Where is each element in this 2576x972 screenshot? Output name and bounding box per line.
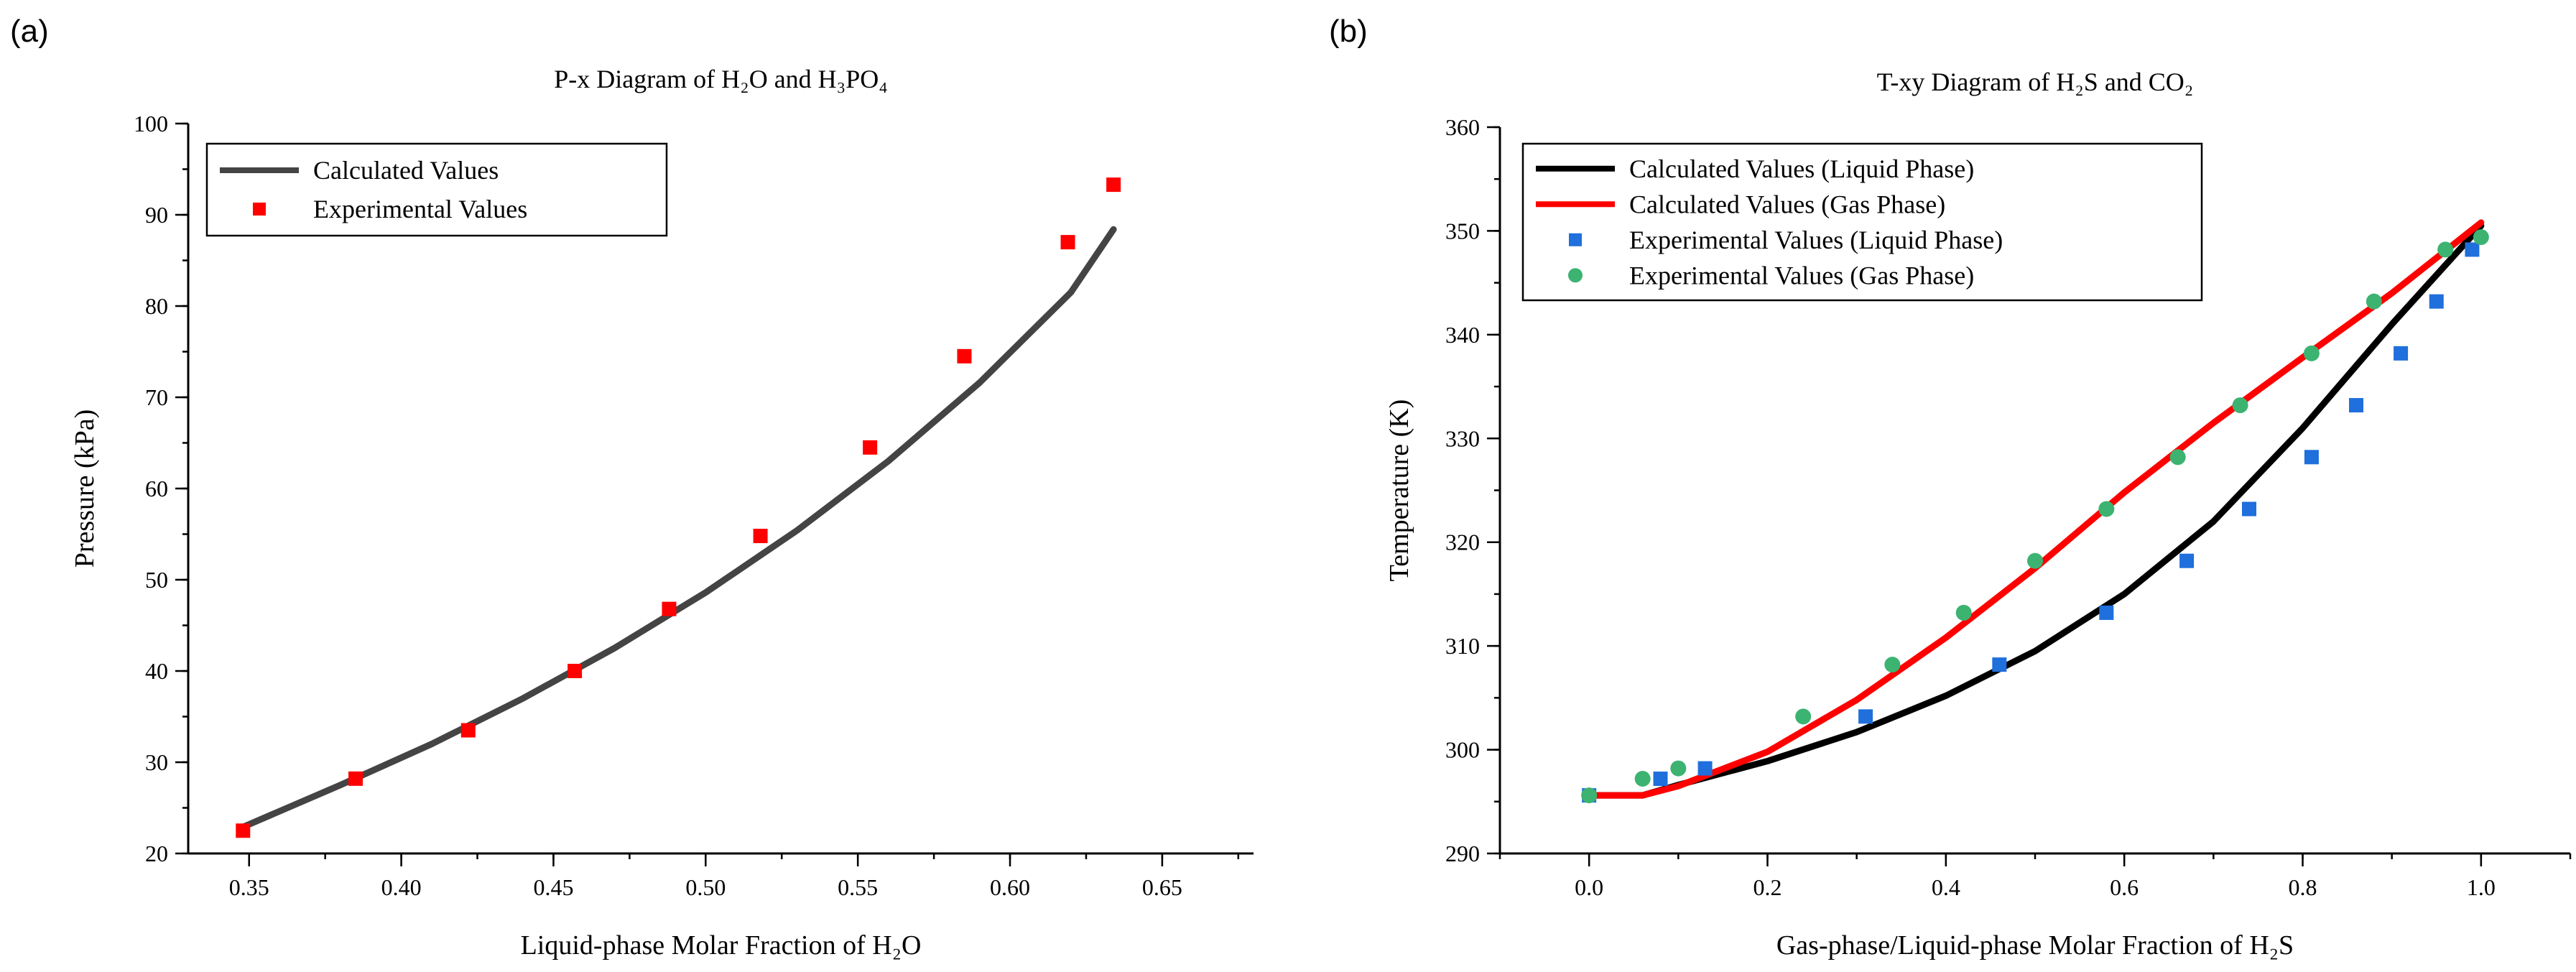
- x-tick-label: 0.8: [2289, 874, 2317, 900]
- data-point-3: [1884, 657, 1901, 673]
- x-tick-label: 1.0: [2467, 874, 2496, 900]
- data-point-1: [662, 601, 677, 616]
- y-tick-label: 80: [145, 293, 168, 319]
- y-axis-label: Pressure (kPa): [70, 409, 100, 568]
- data-point-3: [2366, 293, 2382, 310]
- chart-title: P-x Diagram of H₂O and H₃PO₄: [554, 65, 888, 93]
- chart-title: T-xy Diagram of H₂S and CO₂: [1877, 68, 2194, 96]
- legend: Calculated Values Experimental Values: [205, 142, 668, 237]
- x-tick-label: 0.35: [229, 874, 269, 900]
- legend-box: [1521, 142, 2203, 302]
- legend-label: Calculated Values: [313, 156, 499, 185]
- data-point-3: [1795, 708, 1812, 725]
- data-point-1: [567, 664, 583, 678]
- series-line-0: [239, 226, 1117, 830]
- data-point-3: [2169, 449, 2186, 466]
- y-tick-label: 40: [145, 658, 168, 684]
- y-tick-label: 310: [1445, 633, 1480, 659]
- x-tick-label: 0.60: [990, 874, 1030, 900]
- data-point-3: [2098, 501, 2115, 517]
- data-point-1: [863, 440, 878, 455]
- y-tick-label: 330: [1445, 425, 1480, 451]
- x-tick-label: 0.50: [685, 874, 726, 900]
- y-tick-label: 340: [1445, 322, 1480, 348]
- y-tick-label: 300: [1445, 737, 1480, 763]
- data-point-1: [1106, 177, 1121, 193]
- panel-letter: (b): [1329, 14, 1368, 49]
- y-axis-label: Temperature (K): [1384, 399, 1414, 582]
- y-tick-label: 60: [145, 476, 168, 501]
- data-point-3: [1581, 787, 1598, 804]
- legend-label: Calculated Values (Gas Phase): [1629, 190, 1945, 218]
- legend-box: [205, 142, 668, 237]
- data-point-2: [1653, 772, 1668, 787]
- data-point-2: [2394, 346, 2409, 361]
- y-tick-label: 100: [134, 111, 168, 136]
- chart-panel-b: (b) T-xy Diagram of H₂S and CO₂ 0.0 0.2 0.4 0…: [1329, 14, 2572, 961]
- x-tick-label: 0.0: [1575, 874, 1603, 900]
- data-point-1: [753, 529, 768, 544]
- data-point-3: [2437, 241, 2454, 258]
- data-point-1: [348, 771, 363, 786]
- data-point-2: [2429, 294, 2444, 309]
- data-point-3: [1634, 771, 1651, 787]
- x-axis-label: Liquid-phase Molar Fraction of H₂O: [521, 930, 922, 961]
- chart-panel-a: (a) P-x Diagram of H₂O and H₃PO₄ 0.35 0.40 0…: [10, 14, 1254, 961]
- x-axis-label: Gas-phase/Liquid-phase Molar Fraction of…: [1776, 930, 2294, 961]
- data-point-2: [2304, 450, 2319, 465]
- x-tick-label: 0.4: [1932, 874, 1960, 900]
- data-point-3: [1955, 604, 1972, 621]
- data-point-2: [1697, 761, 1713, 776]
- y-tick-label: 50: [145, 567, 168, 593]
- panel-letter: (a): [10, 14, 49, 49]
- data-point-1: [460, 723, 476, 738]
- y-tick-label: 320: [1445, 529, 1480, 555]
- y-tick-label: 290: [1445, 841, 1480, 866]
- data-point-3: [2303, 345, 2320, 361]
- y-tick-label: 90: [145, 202, 168, 228]
- data-point-3: [1670, 760, 1687, 777]
- x-tick-label: 0.65: [1142, 874, 1182, 900]
- legend-label: Experimental Values (Liquid Phase): [1629, 226, 2003, 254]
- x-tick-label: 0.6: [2110, 874, 2139, 900]
- legend: Calculated Values (Liquid Phase) Calculat…: [1521, 142, 2203, 302]
- series-line-1: [1585, 219, 2485, 799]
- x-tick-label: 0.55: [838, 874, 878, 900]
- y-tick-label: 350: [1445, 218, 1480, 244]
- data-point-2: [2465, 242, 2480, 257]
- data-point-3: [2027, 552, 2043, 569]
- legend-label: Experimental Values: [313, 195, 527, 223]
- data-point-2: [2242, 501, 2256, 517]
- y-tick-label: 20: [145, 841, 168, 866]
- y-tick-label: 360: [1445, 114, 1480, 140]
- data-point-2: [2099, 605, 2114, 620]
- data-point-2: [1992, 657, 2007, 672]
- x-tick-label: 0.40: [381, 874, 422, 900]
- x-tick-label: 0.45: [533, 874, 573, 900]
- legend-marker-symbol: [1569, 233, 1582, 246]
- y-tick-label: 30: [145, 749, 168, 775]
- data-point-2: [1858, 709, 1873, 724]
- data-point-2: [2179, 553, 2195, 568]
- legend-label: Calculated Values (Liquid Phase): [1629, 154, 1974, 183]
- data-point-1: [1060, 235, 1075, 250]
- data-point-3: [2473, 229, 2489, 246]
- data-point-2: [2349, 398, 2363, 413]
- legend-marker-symbol: [1568, 268, 1583, 283]
- data-point-3: [2232, 397, 2248, 414]
- data-point-1: [236, 823, 251, 838]
- y-tick-label: 70: [145, 384, 168, 410]
- data-point-1: [957, 348, 972, 364]
- legend-marker-symbol: [253, 203, 266, 216]
- legend-label: Experimental Values (Gas Phase): [1629, 261, 1974, 290]
- x-tick-label: 0.2: [1753, 874, 1782, 900]
